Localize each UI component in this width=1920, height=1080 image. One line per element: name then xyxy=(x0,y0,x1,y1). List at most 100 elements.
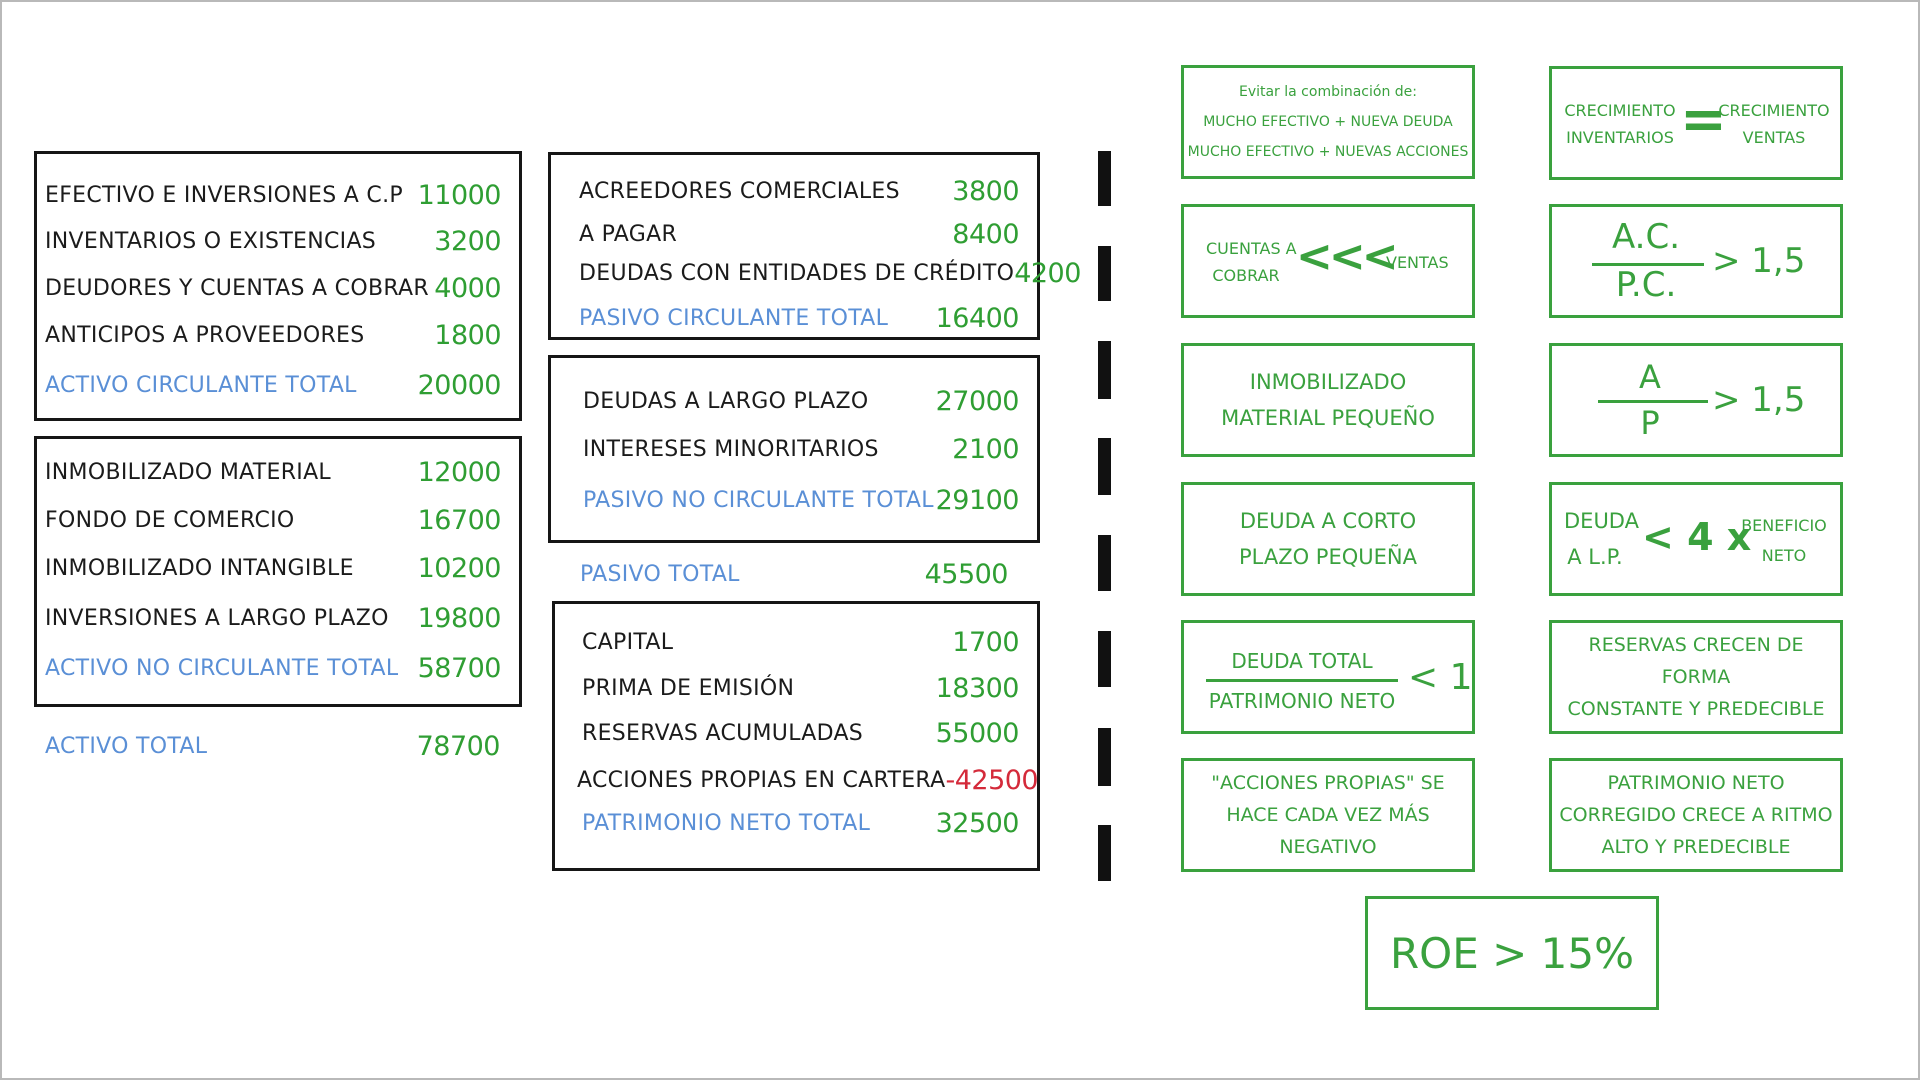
table-row: INVERSIONES A LARGO PLAZO 19800 xyxy=(45,598,502,638)
row-label: A PAGAR xyxy=(579,221,678,247)
rule-text: NETO xyxy=(1761,546,1807,565)
fraction-denominator: P.C. xyxy=(1615,265,1677,305)
fraction-numerator: A xyxy=(1639,358,1661,396)
row-label: EFECTIVO E INVERSIONES A C.P xyxy=(45,182,403,208)
rule-text: INMOBILIZADO xyxy=(1249,370,1407,394)
total-value: 20000 xyxy=(417,369,502,401)
row-label: ACREEDORES COMERCIALES xyxy=(579,178,900,204)
total-label: ACTIVO NO CIRCULANTE TOTAL xyxy=(45,655,399,681)
row-label: INMOBILIZADO INTANGIBLE xyxy=(45,555,354,581)
row-value: 18300 xyxy=(935,672,1020,704)
row-label: INVERSIONES A LARGO PLAZO xyxy=(45,605,389,631)
row-label: RESERVAS ACUMULADAS xyxy=(582,720,864,746)
rule-text: DEUDA xyxy=(1564,509,1639,533)
total-label: ACTIVO TOTAL xyxy=(45,733,208,759)
table-row: DEUDORES Y CUENTAS A COBRAR 4000 xyxy=(45,268,501,308)
divider-dash xyxy=(1098,631,1111,687)
row-value: 4000 xyxy=(434,272,501,304)
row-label: INVENTARIOS O EXISTENCIAS xyxy=(45,228,377,254)
fraction-denominator: P xyxy=(1640,404,1660,442)
rule-text: "ACCIONES PROPIAS" SE xyxy=(1211,772,1445,794)
rule-deuda-lp-beneficio: DEUDA A L.P. < 4 x BENEFICIO NETO xyxy=(1549,482,1843,596)
row-value: 55000 xyxy=(935,717,1020,749)
rule-text: MATERIAL PEQUEÑO xyxy=(1221,406,1435,430)
rule-text: CUENTAS A xyxy=(1206,239,1297,258)
table-row: DEUDAS CON ENTIDADES DE CRÉDITO 4200 xyxy=(579,253,1081,293)
fraction-line xyxy=(1592,263,1704,266)
row-label: DEUDAS CON ENTIDADES DE CRÉDITO xyxy=(579,260,1015,286)
total-row: ACTIVO CIRCULANTE TOTAL 20000 xyxy=(45,365,502,405)
pasivo-circulante-box: ACREEDORES COMERCIALES 3800 A PAGAR 8400… xyxy=(548,152,1081,340)
fraction-numerator: DEUDA TOTAL xyxy=(1231,649,1373,673)
fraction-numerator: A.C. xyxy=(1611,217,1681,257)
rule-ac-pc-ratio: A.C. P.C. > 1,5 xyxy=(1549,204,1843,318)
rule-crecimiento: CRECIMIENTO INVENTARIOS = CRECIMIENTO VE… xyxy=(1549,66,1843,180)
table-row: ANTICIPOS A PROVEEDORES 1800 xyxy=(45,315,501,355)
total-label: PATRIMONIO NETO TOTAL xyxy=(582,810,871,836)
rule-text: CRECIMIENTO xyxy=(1564,101,1676,120)
table-row: PRIMA DE EMISIÓN 18300 xyxy=(582,668,1020,708)
divider-dash xyxy=(1098,151,1111,206)
table-row: INTERESES MINORITARIOS 2100 xyxy=(583,429,1019,469)
table-row: INVENTARIOS O EXISTENCIAS 3200 xyxy=(45,221,501,261)
rule-text: RESERVAS CRECEN DE FORMA xyxy=(1588,634,1804,688)
rule-text: PLAZO PEQUEÑA xyxy=(1239,545,1417,569)
rule-text: ALTO Y PREDECIBLE xyxy=(1601,836,1791,858)
rule-text: VENTAS xyxy=(1386,253,1449,272)
row-label: PRIMA DE EMISIÓN xyxy=(582,675,795,701)
row-label: ANTICIPOS A PROVEEDORES xyxy=(45,322,365,348)
total-row: PATRIMONIO NETO TOTAL 32500 xyxy=(582,803,1020,843)
rule-roe: ROE > 15% xyxy=(1365,896,1659,1010)
fraction-line xyxy=(1598,400,1708,403)
row-label: INTERESES MINORITARIOS xyxy=(583,436,879,462)
divider-dash xyxy=(1098,535,1111,591)
row-label: DEUDAS A LARGO PLAZO xyxy=(583,388,869,414)
row-label: ACCIONES PROPIAS EN CARTERA xyxy=(577,767,946,793)
patrimonio-neto-box: CAPITAL 1700 PRIMA DE EMISIÓN 18300 RESE… xyxy=(552,601,1040,871)
row-value: 4200 xyxy=(1014,257,1081,289)
rule-inmobilizado: INMOBILIZADO MATERIAL PEQUEÑO xyxy=(1181,343,1475,457)
row-value: 12000 xyxy=(417,456,502,488)
rule-deuda-corto-plazo: DEUDA A CORTO PLAZO PEQUEÑA xyxy=(1181,482,1475,596)
divider-dash xyxy=(1098,728,1111,786)
total-label: PASIVO CIRCULANTE TOTAL xyxy=(579,305,889,331)
table-row: ACCIONES PROPIAS EN CARTERA -42500 xyxy=(577,760,1039,800)
rule-text: VENTAS xyxy=(1742,128,1806,147)
pasivo-total-row: PASIVO TOTAL 45500 xyxy=(580,554,1009,594)
rule-text: HACE CADA VEZ MÁS xyxy=(1226,804,1430,826)
row-value: 8400 xyxy=(952,218,1019,250)
row-value: 3800 xyxy=(952,175,1019,207)
total-label: PASIVO TOTAL xyxy=(580,561,740,587)
row-value: 2100 xyxy=(952,433,1019,465)
rule-text: DEUDA A CORTO xyxy=(1239,509,1417,533)
activo-circulante-box: EFECTIVO E INVERSIONES A C.P 11000 INVEN… xyxy=(34,151,522,421)
rule-cuentas-cobrar: CUENTAS A COBRAR <<< VENTAS xyxy=(1181,204,1475,318)
total-label: ACTIVO CIRCULANTE TOTAL xyxy=(45,372,357,398)
table-row: DEUDAS A LARGO PLAZO 27000 xyxy=(583,381,1020,421)
rule-text: COBRAR xyxy=(1212,266,1280,285)
table-row: EFECTIVO E INVERSIONES A C.P 11000 xyxy=(45,175,502,215)
rule-reservas: RESERVAS CRECEN DE FORMA CONSTANTE Y PRE… xyxy=(1549,620,1843,734)
row-value: 19800 xyxy=(417,602,502,634)
row-label: FONDO DE COMERCIO xyxy=(45,507,295,533)
rule-text: CONSTANTE Y PREDECIBLE xyxy=(1567,698,1825,720)
rule-text: INVENTARIOS xyxy=(1566,128,1674,147)
negative-value: -42500 xyxy=(945,764,1039,796)
activo-total-row: ACTIVO TOTAL 78700 xyxy=(45,726,501,766)
rule-text: CRECIMIENTO xyxy=(1718,101,1830,120)
total-value: 45500 xyxy=(924,558,1009,590)
total-row: PASIVO CIRCULANTE TOTAL 16400 xyxy=(579,298,1020,338)
table-row: FONDO DE COMERCIO 16700 xyxy=(45,500,502,540)
rule-text: A L.P. xyxy=(1567,545,1623,569)
rule-acciones-propias: "ACCIONES PROPIAS" SE HACE CADA VEZ MÁS … xyxy=(1181,758,1475,872)
row-value: 1700 xyxy=(952,626,1019,658)
comparison: < 1 xyxy=(1408,657,1473,698)
rule-text: MUCHO EFECTIVO + NUEVAS ACCIONES xyxy=(1187,144,1469,160)
row-value: 1800 xyxy=(434,319,501,351)
row-label: CAPITAL xyxy=(582,629,674,655)
rule-evitar-combinacion: Evitar la combinación de: MUCHO EFECTIVO… xyxy=(1181,65,1475,179)
row-label: DEUDORES Y CUENTAS A COBRAR xyxy=(45,275,429,301)
rule-text: MUCHO EFECTIVO + NUEVA DEUDA xyxy=(1203,114,1453,130)
rule-text: NEGATIVO xyxy=(1279,836,1377,858)
